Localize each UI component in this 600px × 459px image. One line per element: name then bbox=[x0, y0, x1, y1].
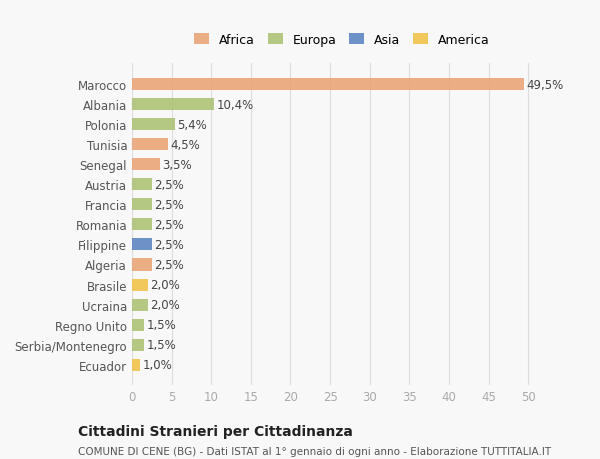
Text: 2,0%: 2,0% bbox=[150, 298, 180, 311]
Bar bbox=[132, 239, 152, 251]
Text: 2,5%: 2,5% bbox=[154, 198, 184, 212]
Text: 2,5%: 2,5% bbox=[154, 218, 184, 231]
Legend: Africa, Europa, Asia, America: Africa, Europa, Asia, America bbox=[190, 29, 494, 52]
Text: 2,0%: 2,0% bbox=[150, 279, 180, 291]
Bar bbox=[132, 139, 167, 151]
Bar bbox=[132, 259, 152, 271]
Text: Cittadini Stranieri per Cittadinanza: Cittadini Stranieri per Cittadinanza bbox=[78, 425, 353, 438]
Text: 10,4%: 10,4% bbox=[217, 98, 254, 112]
Bar bbox=[132, 279, 148, 291]
Text: 1,5%: 1,5% bbox=[146, 319, 176, 331]
Text: 2,5%: 2,5% bbox=[154, 258, 184, 271]
Text: 1,0%: 1,0% bbox=[142, 358, 172, 371]
Bar bbox=[132, 99, 214, 111]
Text: 4,5%: 4,5% bbox=[170, 139, 200, 151]
Text: 5,4%: 5,4% bbox=[177, 118, 207, 131]
Text: 2,5%: 2,5% bbox=[154, 179, 184, 191]
Text: 2,5%: 2,5% bbox=[154, 238, 184, 252]
Bar bbox=[132, 159, 160, 171]
Bar bbox=[132, 79, 524, 91]
Bar bbox=[132, 219, 152, 231]
Bar bbox=[132, 339, 144, 351]
Bar bbox=[132, 179, 152, 191]
Text: 3,5%: 3,5% bbox=[162, 158, 192, 171]
Bar bbox=[132, 199, 152, 211]
Bar bbox=[132, 119, 175, 131]
Bar bbox=[132, 299, 148, 311]
Bar bbox=[132, 319, 144, 331]
Text: 1,5%: 1,5% bbox=[146, 338, 176, 352]
Text: 49,5%: 49,5% bbox=[527, 78, 564, 91]
Bar bbox=[132, 359, 140, 371]
Text: COMUNE DI CENE (BG) - Dati ISTAT al 1° gennaio di ogni anno - Elaborazione TUTTI: COMUNE DI CENE (BG) - Dati ISTAT al 1° g… bbox=[78, 446, 551, 456]
